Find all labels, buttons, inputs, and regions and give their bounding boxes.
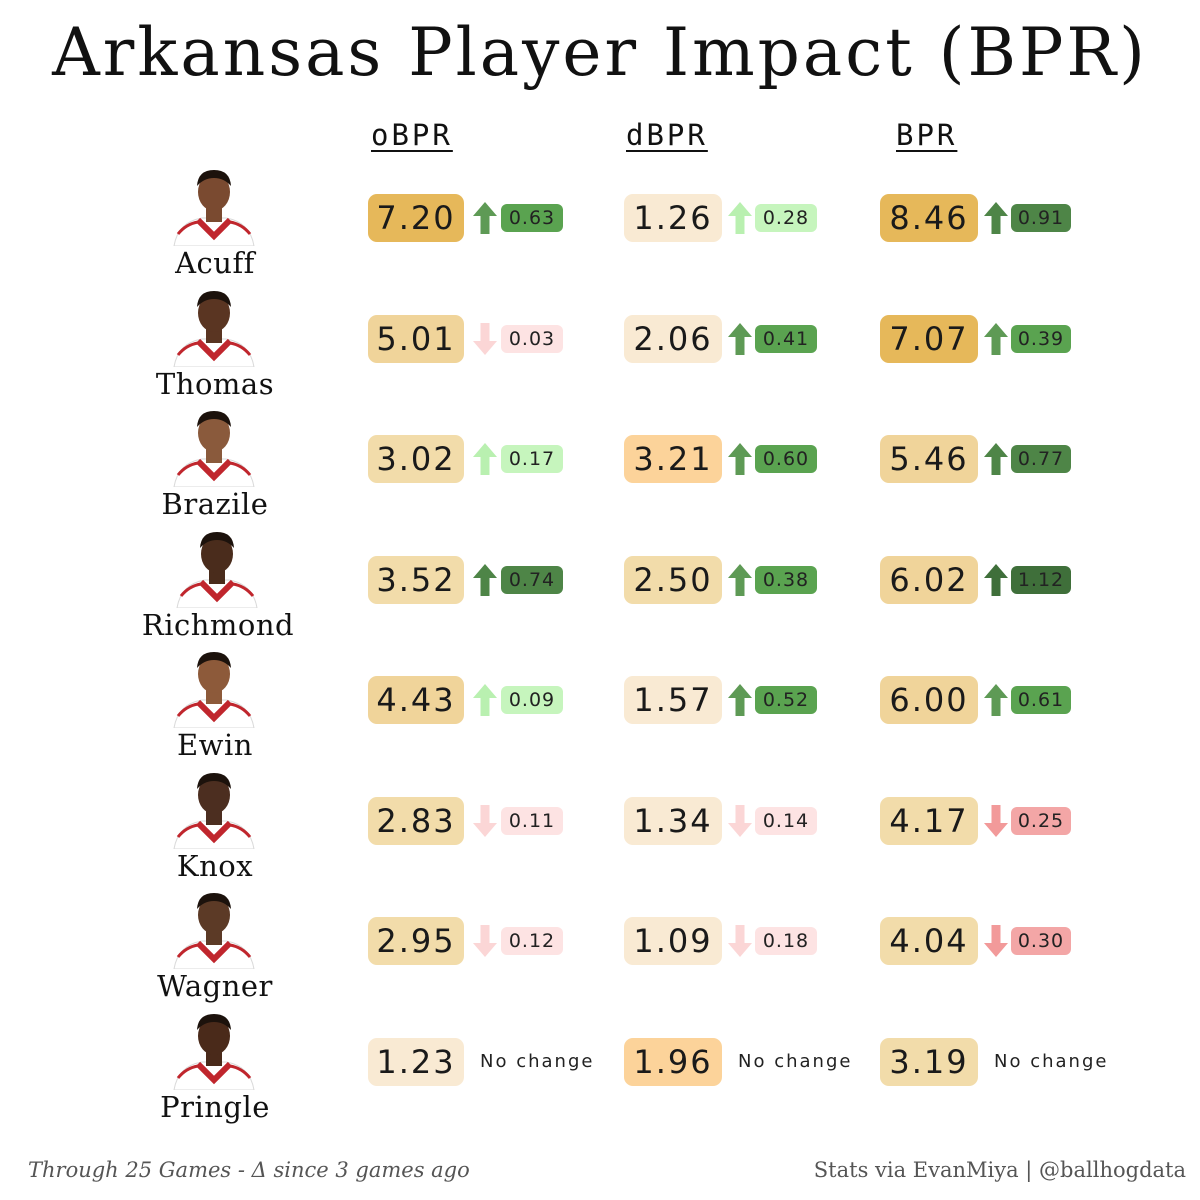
arrow-up-icon	[983, 322, 1009, 356]
dbpr-value: 3.21	[624, 435, 722, 483]
bpr-value: 4.04	[880, 917, 978, 965]
no-change-label: No change	[994, 1050, 1109, 1072]
bpr-value: 8.46	[880, 194, 978, 242]
obpr-delta-badge: 0.12	[501, 927, 563, 955]
player-row: Richmond 3.52 0.74 2.50 0.38 6.02 1.12	[0, 520, 1200, 642]
arrow-down-icon	[727, 924, 753, 958]
dbpr-value: 2.06	[624, 314, 722, 363]
dbpr-value: 1.57	[624, 676, 722, 724]
player-name: Thomas	[155, 366, 275, 401]
bpr-value: 6.00	[880, 676, 978, 724]
player-name: Wagner	[157, 969, 273, 1003]
footer-note: Through 25 Games - Δ since 3 games ago	[28, 1158, 470, 1182]
arrow-up-icon	[727, 683, 753, 717]
obpr-delta-badge: 0.17	[501, 445, 563, 473]
player-photo	[168, 1007, 260, 1090]
dbpr-value: 2.50	[624, 555, 722, 604]
bpr-value: 3.19	[880, 1037, 978, 1086]
dbpr-delta-badge: 0.60	[755, 445, 817, 473]
player-row: Knox 2.83 0.11 1.34 0.14 4.17 0.25	[0, 761, 1200, 883]
arrow-up-icon	[983, 201, 1009, 235]
no-change-label: No change	[738, 1050, 853, 1072]
obpr-value: 2.95	[368, 917, 464, 965]
arrow-down-icon	[472, 322, 498, 356]
player-photo	[168, 284, 260, 367]
player-row: Thomas 5.01 0.03 2.06 0.41 7.07 0.39	[0, 279, 1200, 401]
bpr-value: 6.02	[880, 555, 978, 604]
dbpr-delta-badge: 0.52	[755, 686, 817, 714]
obpr-delta-badge: 0.74	[501, 565, 563, 594]
arrow-up-icon	[983, 442, 1009, 476]
arrow-down-icon	[727, 804, 753, 838]
bpr-delta-badge: 0.39	[1011, 324, 1071, 353]
dbpr-value: 1.34	[624, 796, 722, 845]
player-photo	[171, 525, 263, 608]
player-photo	[168, 887, 260, 969]
dbpr-value: 1.96	[624, 1037, 722, 1086]
bpr-delta-badge: 0.91	[1011, 204, 1071, 232]
player-photo	[168, 405, 260, 487]
dbpr-value: 1.26	[624, 194, 722, 242]
player-row: Brazile 3.02 0.17 3.21 0.60 5.46 0.77	[0, 399, 1200, 521]
obpr-value: 5.01	[368, 314, 464, 363]
bpr-delta-badge: 0.30	[1011, 927, 1071, 955]
column-header-bpr: BPR	[896, 118, 958, 152]
player-name: Pringle	[160, 1089, 270, 1124]
dbpr-delta-badge: 0.14	[755, 806, 817, 835]
arrow-up-icon	[472, 201, 498, 235]
obpr-value: 7.20	[368, 194, 464, 242]
chart-title: Arkansas Player Impact (BPR)	[52, 14, 1148, 91]
bpr-delta-badge: 0.25	[1011, 806, 1071, 835]
arrow-up-icon	[472, 563, 498, 597]
no-change-label: No change	[480, 1050, 595, 1072]
player-row: Wagner 2.95 0.12 1.09 0.18 4.04 0.30	[0, 881, 1200, 1003]
obpr-value: 3.02	[368, 435, 464, 483]
bpr-value: 5.46	[880, 435, 978, 483]
player-row: Ewin 4.43 0.09 1.57 0.52 6.00 0.61	[0, 640, 1200, 762]
arrow-up-icon	[983, 683, 1009, 717]
column-header-dbpr: dBPR	[626, 118, 708, 152]
obpr-value: 2.83	[368, 796, 464, 845]
dbpr-delta-badge: 0.38	[755, 565, 817, 594]
obpr-delta-badge: 0.09	[501, 686, 563, 714]
arrow-up-icon	[727, 563, 753, 597]
obpr-value: 1.23	[368, 1037, 464, 1086]
arrow-up-icon	[983, 563, 1009, 597]
arrow-up-icon	[472, 442, 498, 476]
player-name: Knox	[176, 848, 254, 883]
bpr-delta-badge: 0.61	[1011, 686, 1071, 714]
arrow-down-icon	[472, 804, 498, 838]
column-header-obpr: oBPR	[371, 118, 453, 152]
arrow-down-icon	[472, 924, 498, 958]
obpr-delta-badge: 0.03	[501, 324, 563, 353]
player-name: Acuff	[175, 246, 255, 280]
arrow-up-icon	[727, 322, 753, 356]
player-photo	[168, 766, 260, 849]
dbpr-value: 1.09	[624, 917, 722, 965]
player-photo	[168, 164, 260, 246]
obpr-delta-badge: 0.11	[501, 806, 563, 835]
bpr-value: 4.17	[880, 796, 978, 845]
obpr-value: 3.52	[368, 555, 464, 604]
player-name: Ewin	[177, 728, 253, 762]
player-row: Pringle 1.23 No change 1.96 No change 3.19 No …	[0, 1002, 1200, 1124]
bpr-delta-badge: 0.77	[1011, 445, 1071, 473]
arrow-up-icon	[727, 442, 753, 476]
player-name: Richmond	[141, 607, 295, 642]
arrow-down-icon	[983, 804, 1009, 838]
footer-credit: Stats via EvanMiya | @ballhogdata	[813, 1158, 1186, 1182]
obpr-value: 4.43	[368, 676, 464, 724]
arrow-up-icon	[727, 201, 753, 235]
dbpr-delta-badge: 0.28	[755, 204, 817, 232]
obpr-delta-badge: 0.63	[501, 204, 563, 232]
player-photo	[168, 646, 260, 728]
bpr-value: 7.07	[880, 314, 978, 363]
player-row: Acuff 7.20 0.63 1.26 0.28 8.46 0.91	[0, 158, 1200, 280]
arrow-up-icon	[472, 683, 498, 717]
dbpr-delta-badge: 0.18	[755, 927, 817, 955]
dbpr-delta-badge: 0.41	[755, 324, 817, 353]
player-name: Brazile	[161, 487, 269, 521]
bpr-delta-badge: 1.12	[1011, 565, 1071, 594]
arrow-down-icon	[983, 924, 1009, 958]
